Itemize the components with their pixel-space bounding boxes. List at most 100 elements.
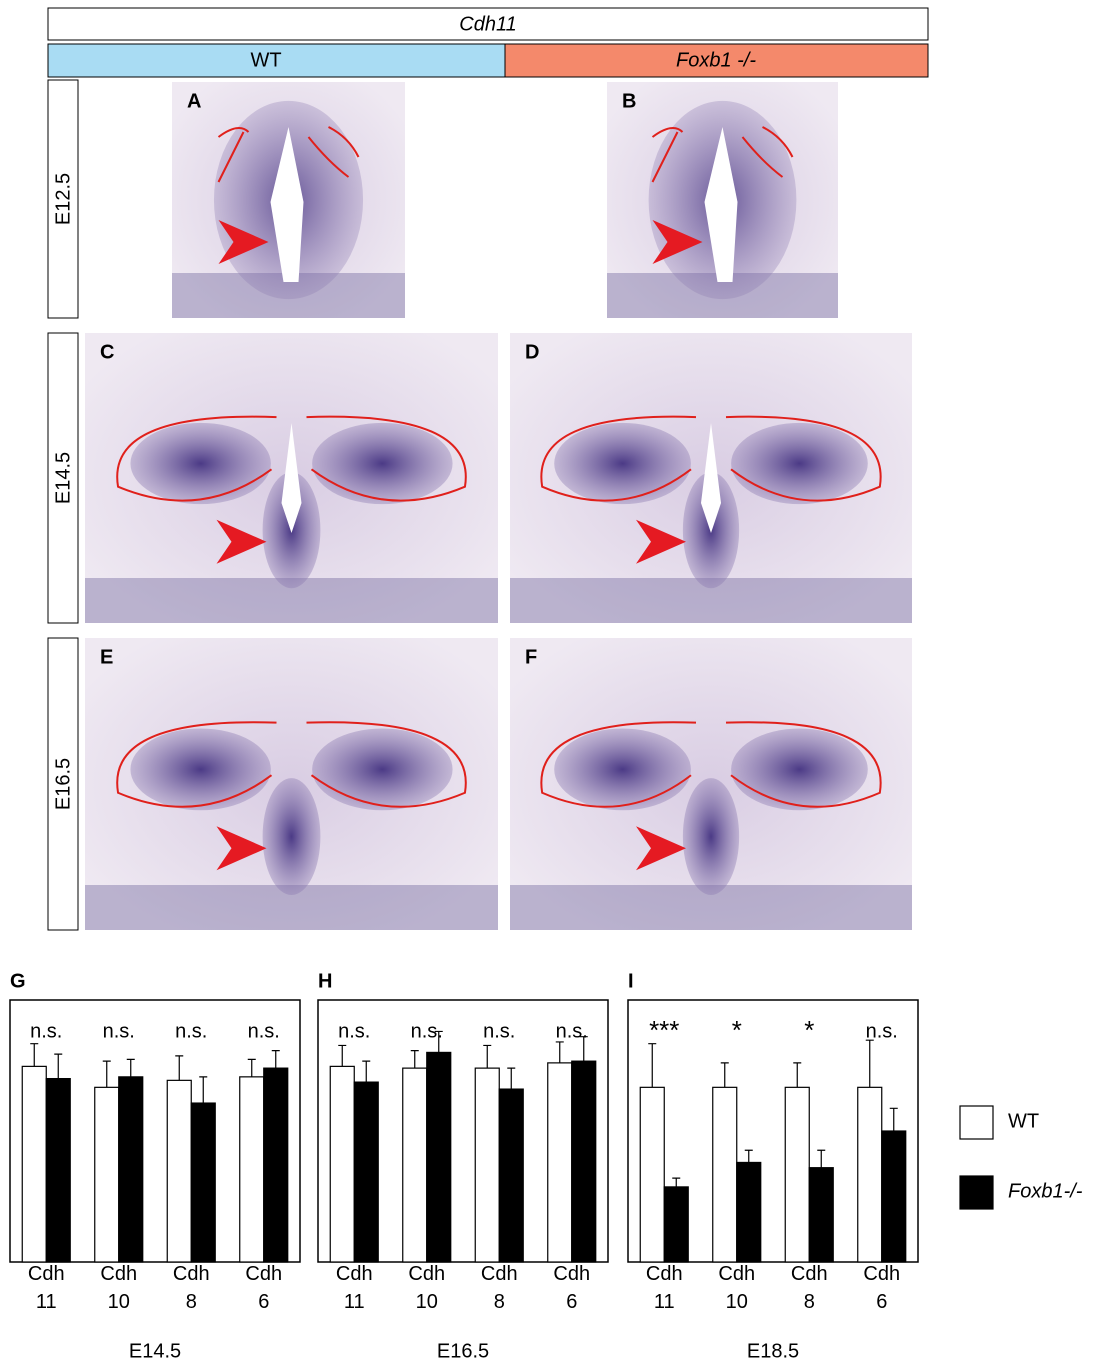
bar	[21, 1065, 47, 1263]
column-header	[504, 43, 929, 78]
error-bar	[889, 1107, 898, 1131]
error-bar	[483, 1044, 492, 1069]
bar	[402, 1067, 428, 1263]
bar	[736, 1161, 762, 1263]
panel-letter: B	[622, 90, 636, 112]
x-tick-label: Cdh 10	[408, 1263, 445, 1313]
error-bar	[507, 1067, 516, 1090]
outline	[540, 721, 697, 808]
panel-letter: H	[318, 970, 332, 992]
ventricle	[704, 127, 738, 282]
x-tick-label: Cdh 11	[28, 1263, 65, 1313]
chart-title: E16.5	[437, 1340, 489, 1362]
row-label: E12.5	[52, 173, 74, 225]
panel-letter: I	[628, 970, 634, 992]
bar	[498, 1088, 524, 1263]
x-tick-label: Cdh 6	[245, 1263, 282, 1313]
outline	[116, 415, 277, 502]
bar	[571, 1060, 597, 1263]
error-bar	[744, 1149, 753, 1163]
bar	[426, 1051, 452, 1263]
bar	[263, 1067, 289, 1263]
significance: n.s.	[30, 1020, 62, 1042]
ventricle	[701, 423, 721, 533]
stain	[682, 778, 740, 895]
x-tick-label: Cdh 11	[336, 1263, 373, 1313]
gene-header	[47, 7, 929, 41]
error-bar	[410, 1050, 419, 1069]
column-header	[47, 43, 506, 78]
arrowhead	[636, 519, 686, 564]
legend-swatch	[959, 1105, 994, 1140]
panel-letter: E	[100, 646, 113, 668]
plot-frame	[627, 999, 919, 1263]
arrowhead	[652, 220, 703, 264]
error-bar	[199, 1076, 208, 1104]
chart-title: E18.5	[747, 1340, 799, 1362]
ventricle	[281, 423, 302, 533]
bar	[239, 1076, 265, 1263]
bar	[190, 1102, 216, 1263]
bar	[712, 1086, 738, 1263]
significance: ***	[649, 1015, 679, 1045]
stain	[262, 778, 321, 895]
stain	[130, 728, 271, 811]
gene-label: Cdh11	[459, 13, 516, 35]
error-bar	[434, 1030, 443, 1053]
outline	[651, 126, 794, 183]
outline	[306, 415, 467, 502]
bar	[857, 1086, 883, 1263]
significance: n.s.	[248, 1020, 280, 1042]
error-bar	[271, 1050, 280, 1069]
error-bar	[102, 1060, 111, 1088]
bar	[784, 1086, 810, 1263]
bar	[474, 1067, 500, 1263]
legend-label: Foxb1-/-	[1008, 1180, 1083, 1202]
column-label: Foxb1 -/-	[676, 49, 756, 71]
row-label: E16.5	[52, 758, 74, 810]
ventricle	[270, 127, 304, 282]
bar	[353, 1081, 379, 1263]
outline	[725, 415, 882, 502]
x-tick-label: Cdh 11	[646, 1263, 683, 1313]
significance: n.s.	[411, 1020, 443, 1042]
plot-frame	[9, 999, 301, 1263]
bar	[639, 1086, 665, 1263]
significance: n.s.	[483, 1020, 515, 1042]
chart-title: E14.5	[129, 1340, 181, 1362]
row-header	[47, 637, 79, 931]
error-bar	[555, 1041, 564, 1063]
x-tick-label: Cdh 8	[173, 1263, 210, 1313]
column-label: WT	[250, 49, 281, 71]
legend-label: WT	[1008, 1110, 1039, 1132]
significance: n.s.	[338, 1020, 370, 1042]
error-bar	[865, 1039, 874, 1088]
outline	[540, 415, 697, 502]
x-tick-label: Cdh 10	[718, 1263, 755, 1313]
significance: n.s.	[103, 1020, 135, 1042]
error-bar	[362, 1060, 371, 1083]
stain	[731, 422, 868, 505]
bar	[808, 1167, 834, 1263]
stain	[312, 422, 453, 505]
x-tick-label: Cdh 6	[553, 1263, 590, 1313]
stain	[731, 728, 868, 811]
row-header	[47, 79, 79, 319]
error-bar	[30, 1043, 39, 1067]
significance: *	[732, 1015, 742, 1045]
stain	[554, 728, 691, 811]
error-bar	[247, 1058, 256, 1077]
x-tick-label: Cdh 8	[481, 1263, 518, 1313]
stain	[130, 422, 271, 505]
row-label: E14.5	[52, 452, 74, 504]
bar	[663, 1186, 689, 1263]
bar	[118, 1076, 144, 1263]
bar	[45, 1077, 71, 1263]
error-bar	[126, 1058, 135, 1077]
plot-frame	[317, 999, 609, 1263]
error-bar	[648, 1043, 657, 1088]
legend-swatch	[959, 1175, 994, 1210]
error-bar	[54, 1053, 63, 1079]
